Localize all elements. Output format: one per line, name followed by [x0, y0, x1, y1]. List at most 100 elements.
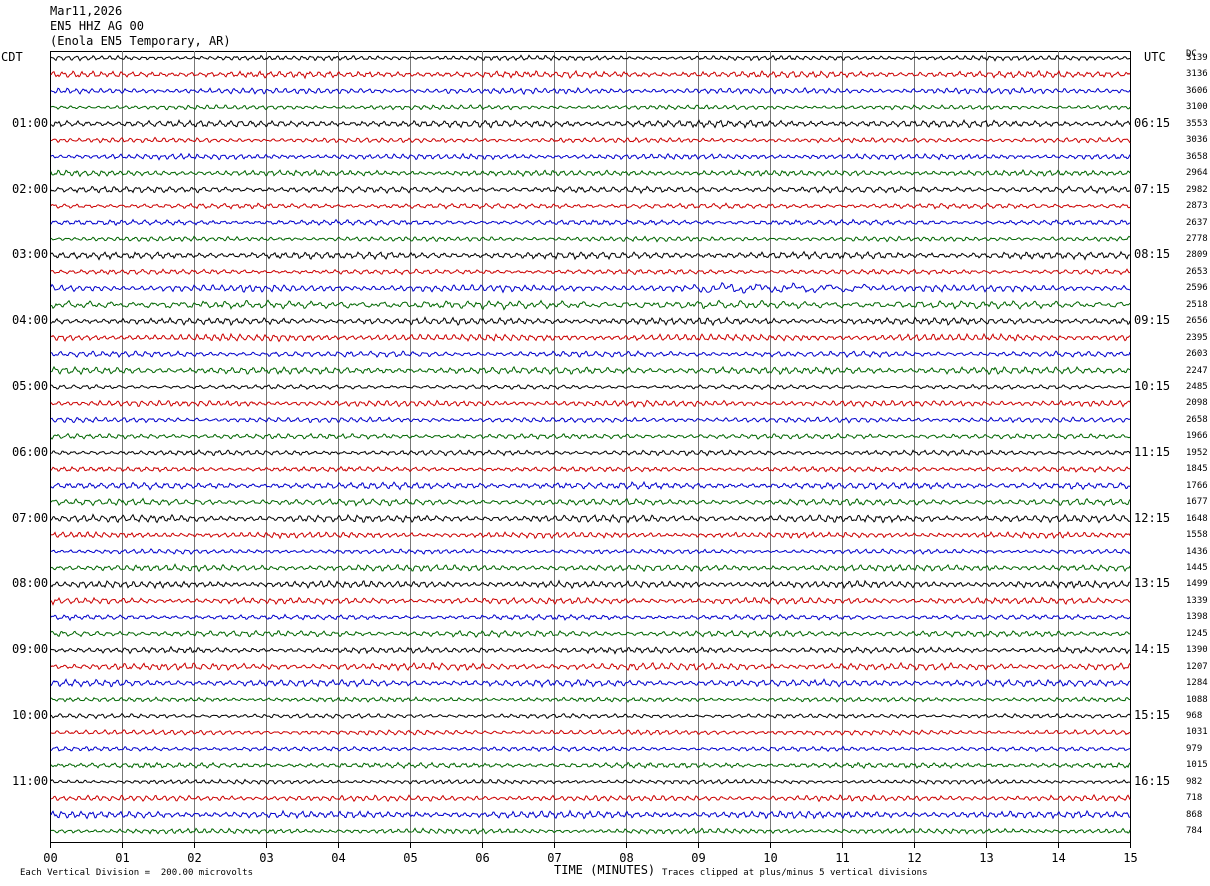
left-time-label: 05:00: [12, 379, 49, 393]
dc-offset-value: 2809: [1186, 250, 1208, 261]
trace-row: [50, 416, 1131, 424]
dc-offset-value: 2873: [1186, 201, 1208, 212]
dc-offset-value: 1558: [1186, 530, 1208, 541]
dc-offset-value: 2485: [1186, 382, 1208, 392]
trace-row: [50, 596, 1131, 606]
x-axis-label: TIME (MINUTES): [554, 863, 656, 877]
left-time-label: 09:00: [12, 642, 49, 657]
dc-offset-value: 2778: [1186, 233, 1208, 244]
dc-offset-value: 1339: [1186, 595, 1208, 606]
trace-row: [50, 778, 1131, 785]
dc-offset-value: 718: [1186, 793, 1203, 804]
dc-offset-value: 2658: [1186, 414, 1208, 425]
dc-offset-value: 1966: [1186, 431, 1208, 442]
x-tick-label: 15: [1123, 851, 1138, 865]
trace-row: [50, 365, 1131, 376]
trace-row: [50, 86, 1131, 96]
dc-offset-value: 1245: [1186, 628, 1208, 639]
trace-row: [50, 728, 1131, 736]
x-tick-label: 00: [43, 851, 58, 865]
left-timezone-label: CDT: [1, 50, 23, 64]
trace-row: [50, 579, 1131, 590]
trace-row: [50, 761, 1131, 770]
right-time-label: 12:15: [1134, 510, 1171, 525]
dc-offset-value: 2603: [1186, 349, 1208, 360]
dc-offset-value: 1088: [1186, 694, 1208, 705]
dc-offset-value: 1015: [1186, 760, 1208, 771]
left-time-label: 04:00: [12, 313, 49, 328]
x-tick-label: 13: [979, 851, 994, 865]
trace-row: [50, 661, 1131, 672]
trace-row: [50, 281, 1131, 294]
x-tick-label: 10: [763, 851, 778, 865]
x-tick-marks: [50, 842, 1131, 848]
trace-row: [50, 152, 1131, 161]
x-tick-label: 12: [907, 851, 922, 865]
left-time-label: 08:00: [12, 576, 49, 591]
left-time-label: 07:00: [12, 510, 49, 525]
trace-row: [50, 250, 1131, 261]
header-date: Mar11,2026: [50, 4, 123, 18]
dc-offset-value: 3036: [1186, 135, 1208, 146]
dc-offset-value: 3606: [1186, 85, 1208, 96]
dc-offset-value: 1445: [1186, 562, 1208, 573]
x-tick-label: 04: [331, 851, 346, 865]
dc-offset-value: 2964: [1186, 168, 1208, 179]
right-time-label: 07:15: [1134, 181, 1171, 196]
dc-offset-value: 1398: [1186, 612, 1208, 623]
right-time-label: 13:15: [1134, 576, 1171, 591]
left-time-label: 02:00: [12, 181, 49, 196]
dc-offset-value: 1284: [1186, 678, 1208, 689]
x-tick-label: 08: [619, 851, 634, 865]
dc-offset-value: 784: [1186, 826, 1203, 837]
dc-offset-value: 982: [1186, 776, 1203, 787]
right-time-label: 08:15: [1134, 247, 1171, 262]
trace-row: [50, 530, 1131, 540]
x-tick-label: 02: [187, 851, 202, 865]
trace-row: [50, 809, 1131, 820]
left-time-label: 03:00: [12, 247, 49, 262]
dc-label: DC: [1186, 49, 1197, 59]
dc-offset-value: 2395: [1186, 332, 1208, 343]
dc-offset-value: 3100: [1186, 102, 1208, 113]
x-tick-label: 11: [835, 851, 850, 865]
right-time-label: 09:15: [1134, 313, 1171, 328]
trace-row: [50, 629, 1131, 639]
dc-offset-value: 1390: [1186, 645, 1208, 656]
trace-row: [50, 465, 1131, 473]
right-time-label: 15:15: [1134, 708, 1171, 722]
trace-row: [50, 299, 1131, 311]
trace-row: [50, 497, 1131, 507]
dc-offset-value: 968: [1186, 711, 1203, 721]
dc-offset-value: 2656: [1186, 316, 1208, 327]
trace-row: [50, 712, 1131, 720]
trace-row: [50, 399, 1131, 408]
clip-note: Traces clipped at plus/minus 5 vertical …: [662, 868, 928, 878]
trace-row: [50, 678, 1131, 689]
dc-offset-value: 1845: [1186, 464, 1208, 475]
header-location: (Enola EN5 Temporary, AR): [50, 34, 231, 48]
trace-row: [50, 104, 1131, 111]
x-tick-label: 01: [115, 851, 130, 865]
left-time-label: 01:00: [12, 115, 49, 130]
minute-gridlines: [122, 51, 1059, 842]
dc-offset-value: 3658: [1186, 151, 1208, 162]
trace-row: [50, 118, 1131, 129]
dc-offset-value: 1031: [1186, 727, 1208, 738]
dc-offset-value: 2982: [1186, 184, 1208, 195]
x-tick-label: 05: [403, 851, 418, 865]
trace-row: [50, 383, 1131, 391]
dc-offset-value: 2518: [1186, 299, 1208, 310]
plot-frame: [50, 51, 1131, 843]
x-tick-label: 06: [475, 851, 490, 865]
seismic-traces: [50, 54, 1131, 835]
dc-offset-value: 1207: [1186, 661, 1208, 672]
trace-row: [50, 235, 1131, 243]
trace-row: [50, 563, 1131, 573]
trace-row: [50, 218, 1131, 227]
right-timezone-label: UTC: [1144, 50, 1166, 64]
dc-offset-value: 3553: [1186, 118, 1208, 129]
x-tick-label: 07: [547, 851, 562, 865]
trace-row: [50, 696, 1131, 703]
